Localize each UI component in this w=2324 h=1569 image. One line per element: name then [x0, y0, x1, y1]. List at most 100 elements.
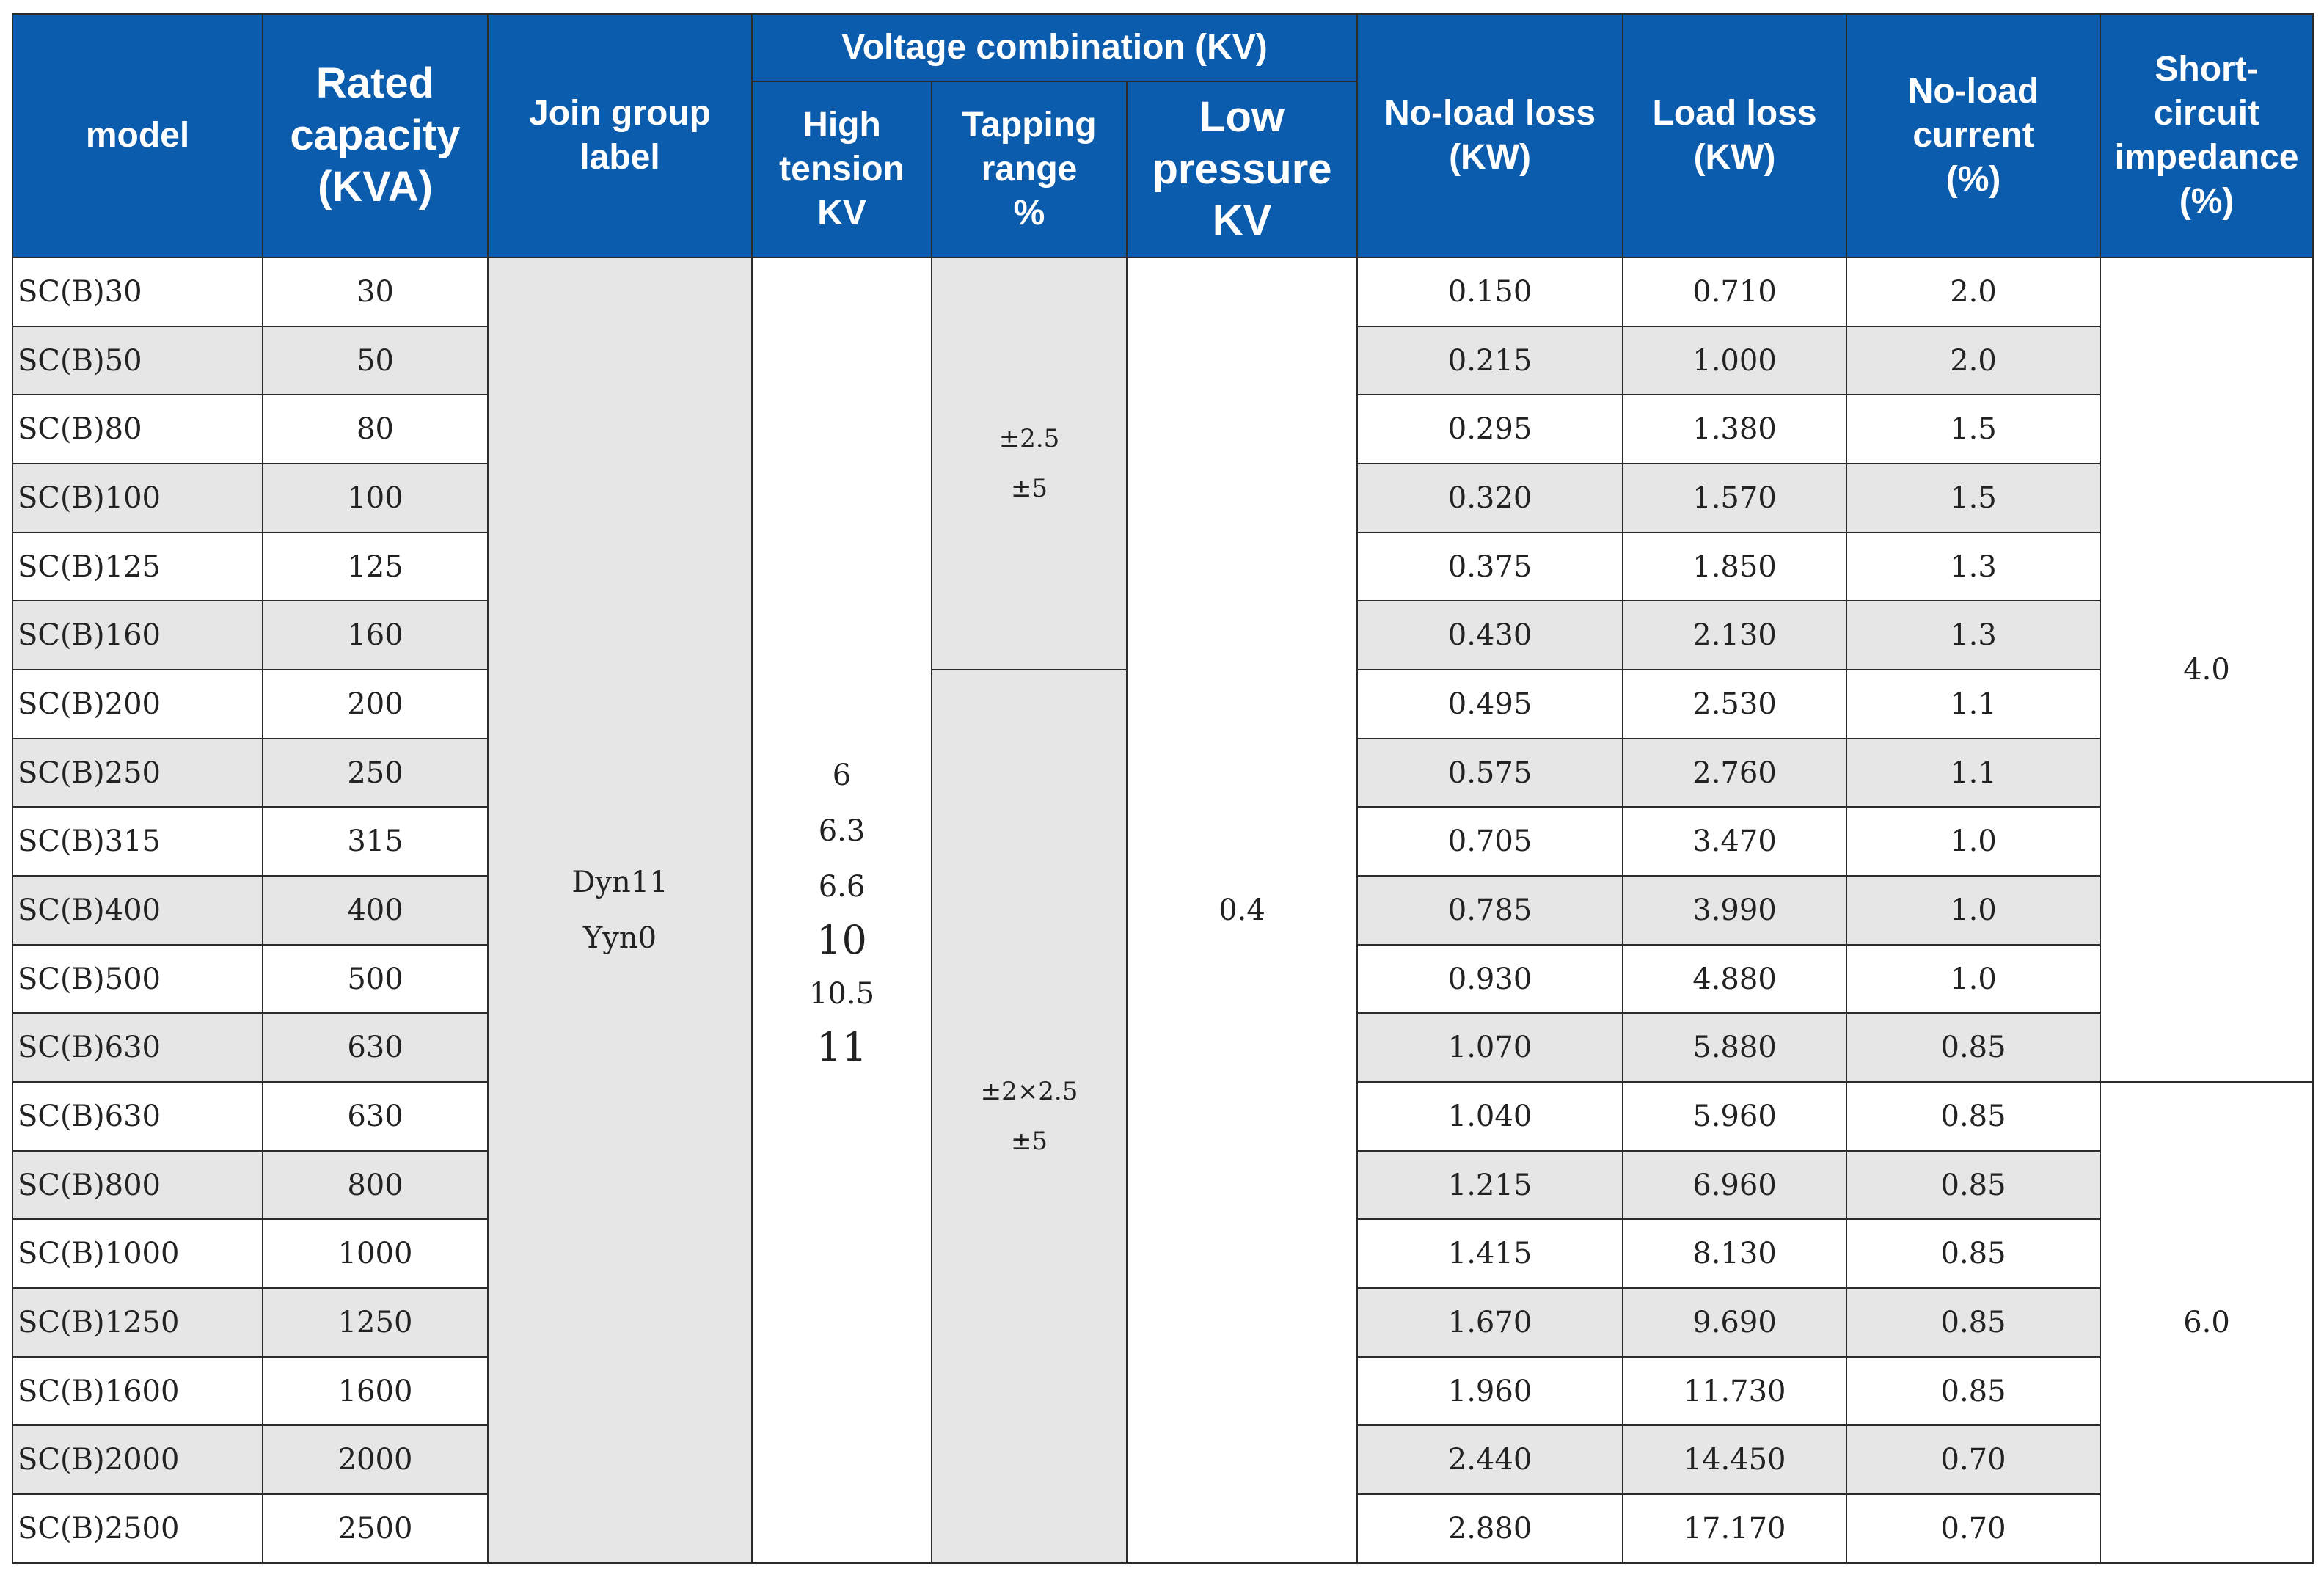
cell-no-load-loss: 0.375 [1356, 531, 1624, 602]
cell-no-load-current: 1.5 [1846, 463, 2102, 533]
header-line: circuit [2154, 94, 2260, 133]
header-line: tension [779, 150, 905, 189]
header-line: capacity [290, 111, 461, 159]
cell-load-loss: 1.570 [1622, 463, 1848, 533]
cell-no-load-current: 0.85 [1846, 1149, 2102, 1221]
cell-no-load-loss: 0.320 [1356, 463, 1624, 533]
header-line: (KVA) [318, 163, 433, 211]
cell-load-loss: 8.130 [1622, 1218, 1848, 1290]
cell-model: SC(B)80 [12, 394, 263, 465]
header-model: model [12, 13, 263, 258]
table-row: SC(B)125 125 0.375 1.850 1.3 [12, 531, 2313, 602]
header-rated-capacity: Rated capacity (KVA) [262, 13, 489, 258]
cell-capacity: 160 [262, 600, 489, 671]
cell-capacity: 315 [262, 806, 489, 877]
table-row: SC(B)315 315 0.705 3.470 1.0 [12, 806, 2313, 877]
high-tension-value: 10 [816, 916, 867, 963]
transformer-spec-table: model Rated capacity (KVA) Join group la… [12, 13, 2314, 1564]
cell-high-tension: 6 6.3 6.6 10 10.5 11 [751, 257, 932, 1564]
table-row: SC(B)250 250 0.575 2.760 1.1 [12, 737, 2313, 808]
table-row: SC(B)160 160 0.430 2.130 1.3 [12, 600, 2313, 671]
table-row: SC(B)630 630 1.070 5.880 0.85 [12, 1012, 2313, 1083]
table-row: SC(B)30 30 Dyn11 Yyn0 6 6.3 6.6 10 10.5 … [12, 256, 2314, 1564]
high-tension-value: 6 [832, 758, 852, 792]
table-row: SC(B)500 500 0.930 4.880 1.0 [12, 943, 2313, 1014]
cell-no-load-current: 1.3 [1846, 531, 2102, 602]
cell-no-load-loss: 1.215 [1356, 1149, 1624, 1221]
cell-load-loss: 9.690 [1622, 1287, 1848, 1358]
cell-model: SC(B)30 [12, 257, 263, 327]
cell-capacity: 2000 [262, 1424, 489, 1496]
cell-no-load-current: 2.0 [1846, 325, 2102, 396]
cell-no-load-loss: 0.150 [1356, 257, 1624, 327]
cell-no-load-loss: 0.575 [1356, 737, 1624, 808]
header-line: Short- [2155, 50, 2259, 89]
header-join-group: Join group label [487, 13, 753, 258]
cell-no-load-current: 1.1 [1846, 737, 2102, 808]
cell-no-load-current: 0.85 [1846, 1287, 2102, 1358]
table-row: SC(B)2500 2500 2.880 17.170 0.70 [12, 1493, 2313, 1564]
table-row: SC(B)1250 1250 1.670 9.690 0.85 [12, 1287, 2313, 1358]
header-voltage-combination: Voltage combination (KV) [750, 13, 1359, 82]
header-low-pressure: Low pressure KV [1125, 81, 1359, 258]
cell-no-load-loss: 1.040 [1356, 1081, 1624, 1152]
cell-load-loss: 3.990 [1622, 875, 1848, 946]
header-line: Join group [529, 94, 711, 133]
cell-no-load-loss: 0.295 [1356, 394, 1624, 465]
cell-load-loss: 14.450 [1622, 1424, 1848, 1496]
join-group-value: Dyn11 [571, 866, 668, 899]
cell-no-load-current: 1.0 [1846, 875, 2102, 946]
cell-model: SC(B)2500 [12, 1493, 263, 1564]
cell-no-load-loss: 1.670 [1356, 1287, 1624, 1358]
table-row: SC(B)80 80 0.295 1.380 1.5 [12, 394, 2313, 465]
cell-no-load-current: 2.0 [1846, 257, 2102, 327]
cell-model: SC(B)630 [12, 1012, 263, 1083]
high-tension-value: 6.6 [818, 869, 866, 904]
header-line: label [580, 138, 660, 177]
cell-no-load-loss: 2.440 [1356, 1424, 1624, 1496]
header-line: range [981, 150, 1078, 189]
cell-capacity: 800 [262, 1149, 489, 1221]
cell-no-load-loss: 0.785 [1356, 875, 1624, 946]
cell-capacity: 630 [262, 1081, 489, 1152]
cell-load-loss: 2.760 [1622, 737, 1848, 808]
high-tension-value: 6.3 [818, 813, 866, 848]
cell-model: SC(B)800 [12, 1149, 263, 1221]
cell-no-load-loss: 1.070 [1356, 1012, 1624, 1083]
cell-load-loss: 1.000 [1622, 325, 1848, 396]
cell-capacity: 50 [262, 325, 489, 396]
header-no-load-loss: No-load loss (KW) [1356, 13, 1624, 258]
header-no-load-current: No-load current (%) [1846, 13, 2102, 258]
cell-model: SC(B)315 [12, 806, 263, 877]
cell-no-load-current: 0.70 [1846, 1493, 2102, 1564]
cell-load-loss: 0.710 [1622, 257, 1848, 327]
header-line: (KW) [1693, 138, 1776, 177]
header-line: impedance [2114, 138, 2299, 177]
cell-model: SC(B)500 [12, 943, 263, 1014]
cell-tapping-upper: ±2.5 ±5 [931, 256, 1128, 671]
cell-model: SC(B)50 [12, 325, 263, 396]
cell-model: SC(B)125 [12, 531, 263, 602]
header-line: (KW) [1449, 138, 1531, 177]
tapping-value: ±5 [1010, 474, 1048, 504]
tapping-value: ±2.5 [998, 424, 1060, 454]
cell-capacity: 630 [262, 1012, 489, 1083]
tapping-value: ±2×2.5 [980, 1077, 1078, 1107]
cell-load-loss: 2.130 [1622, 600, 1848, 671]
table-row: SC(B)200 200 ±2×2.5 ±5 0.495 2.530 1.1 [12, 669, 2313, 1564]
header-line: % [1013, 194, 1045, 233]
header-load-loss: Load loss (KW) [1622, 13, 1848, 258]
cell-no-load-loss: 0.430 [1356, 600, 1624, 671]
cell-load-loss: 5.880 [1622, 1012, 1848, 1083]
cell-capacity: 100 [262, 463, 489, 533]
header-tapping-range: Tapping range % [931, 81, 1128, 258]
cell-model: SC(B)1000 [12, 1218, 263, 1290]
high-tension-value: 11 [816, 1024, 867, 1070]
cell-no-load-loss: 2.880 [1356, 1493, 1624, 1564]
join-group-value: Yyn0 [582, 921, 657, 955]
cell-capacity: 125 [262, 531, 489, 602]
cell-load-loss: 1.850 [1622, 531, 1848, 602]
header-line: (%) [1945, 160, 2001, 199]
header-short-circuit-impedance: Short- circuit impedance (%) [2100, 13, 2314, 258]
cell-no-load-loss: 0.495 [1356, 669, 1624, 739]
